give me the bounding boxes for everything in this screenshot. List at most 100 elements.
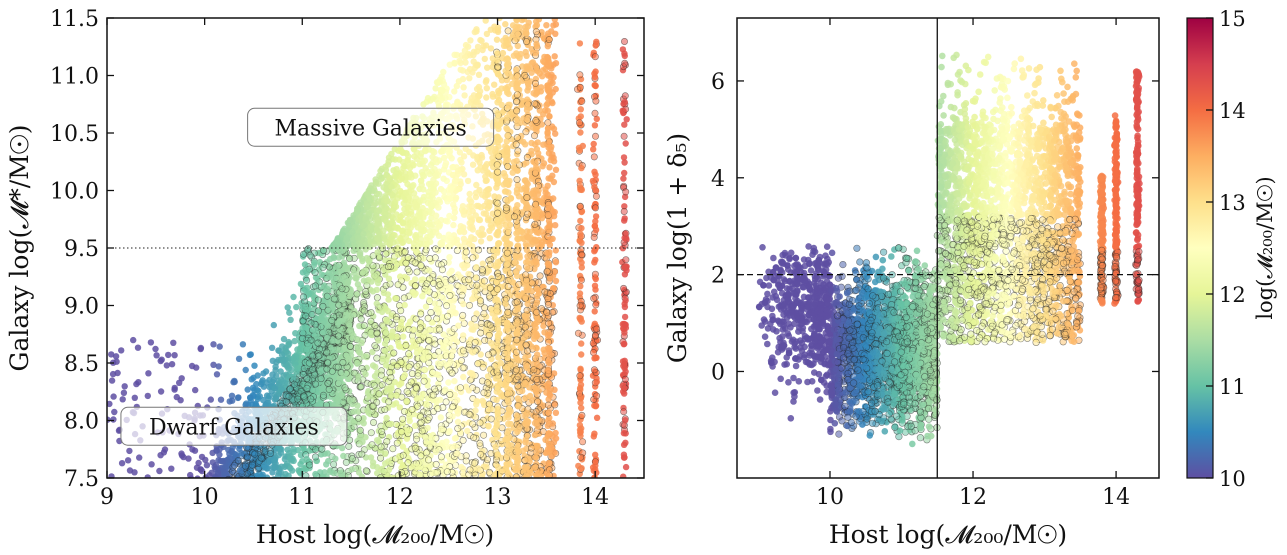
scatter-point — [417, 419, 425, 427]
scatter-point — [551, 401, 559, 409]
scatter-point — [470, 315, 478, 323]
scatter-point — [382, 362, 390, 369]
scatter-point — [338, 285, 346, 293]
scatter-point — [471, 338, 479, 346]
scatter-point — [253, 480, 259, 486]
scatter-point — [230, 461, 238, 469]
scatter-point — [454, 397, 461, 404]
scatter-point — [443, 302, 451, 310]
scatter-point — [420, 377, 428, 385]
scatter-point — [311, 282, 319, 290]
scatter-point — [121, 383, 128, 390]
scatter-point — [346, 342, 354, 350]
scatter-point — [477, 329, 485, 337]
scatter-point — [157, 388, 165, 395]
scatter-point — [367, 317, 375, 325]
scatter-point — [437, 414, 444, 421]
scatter-point — [449, 413, 456, 420]
scatter-point — [416, 471, 423, 478]
scatter-point — [294, 395, 302, 403]
scatter-point — [469, 349, 477, 356]
scatter-point — [481, 55, 488, 63]
scatter-point — [471, 459, 479, 467]
scatter-point — [396, 343, 404, 350]
scatter-point — [487, 415, 495, 423]
scatter-point — [323, 365, 331, 373]
scatter-point — [254, 372, 261, 379]
scatter-point — [383, 437, 391, 445]
scatter-point — [443, 468, 451, 476]
scatter-point — [126, 447, 133, 455]
scatter-point — [403, 435, 411, 442]
scatter-point — [248, 376, 255, 383]
scatter-point — [417, 310, 425, 318]
scatter-point — [551, 53, 558, 60]
scatter-point — [416, 324, 424, 332]
scatter-point — [480, 431, 488, 439]
scatter-point — [527, 444, 535, 452]
scatter-point — [397, 468, 405, 476]
scatter-point — [451, 335, 458, 343]
scatter-point — [408, 405, 416, 413]
scatter-point — [249, 384, 257, 391]
scatter-point — [486, 235, 493, 242]
scatter-point — [354, 414, 362, 422]
scatter-point — [432, 245, 440, 253]
scatter-point — [270, 480, 276, 486]
scatter-point — [534, 278, 542, 286]
scatter-point — [404, 254, 412, 262]
scatter-point — [460, 84, 467, 91]
scatter-point — [456, 384, 464, 392]
scatter-point — [532, 344, 540, 351]
scatter-point — [422, 330, 429, 337]
scatter-point — [236, 479, 242, 485]
scatter-point — [418, 177, 425, 184]
scatter-point — [236, 477, 241, 478]
scatter-point — [425, 414, 433, 422]
scatter-point — [314, 352, 322, 360]
scatter-point — [484, 64, 491, 71]
scatter-point — [476, 439, 484, 447]
scatter-point — [431, 469, 438, 476]
scatter-point — [206, 472, 213, 478]
scatter-point — [437, 453, 445, 461]
scatter-point — [330, 460, 338, 468]
scatter-point — [401, 301, 408, 309]
scatter-point — [231, 479, 237, 485]
scatter-point — [290, 380, 298, 388]
scatter-point — [341, 262, 348, 269]
scatter-point — [344, 472, 352, 478]
scatter-point — [377, 443, 385, 451]
scatter-point — [311, 380, 319, 388]
scatter-point — [458, 291, 466, 299]
scatter-point — [420, 464, 427, 472]
scatter-point — [375, 337, 382, 344]
scatter-point — [339, 358, 347, 366]
scatter-point — [203, 462, 211, 469]
scatter-point — [396, 404, 403, 411]
scatter-point — [478, 265, 486, 273]
scatter-point — [353, 275, 360, 282]
scatter-point — [447, 276, 455, 284]
scatter-point — [405, 153, 412, 160]
scatter-point — [362, 287, 370, 295]
scatter-point — [455, 322, 462, 329]
scatter-point — [417, 262, 425, 270]
scatter-point — [404, 459, 412, 467]
scatter-point — [277, 368, 284, 375]
scatter-point — [452, 310, 459, 317]
scatter-point — [451, 377, 458, 385]
scatter-point — [383, 318, 390, 325]
scatter-point — [258, 381, 265, 388]
scatter-point — [157, 357, 164, 365]
scatter-point — [110, 416, 117, 423]
scatter-point — [455, 271, 462, 278]
scatter-point — [492, 443, 499, 451]
scatter-point — [369, 362, 377, 369]
scatter-point — [112, 353, 120, 360]
scatter-point — [314, 296, 322, 304]
scatter-point — [477, 204, 485, 211]
scatter-point — [469, 296, 476, 303]
scatter-point — [225, 446, 232, 454]
scatter-point — [382, 305, 389, 312]
